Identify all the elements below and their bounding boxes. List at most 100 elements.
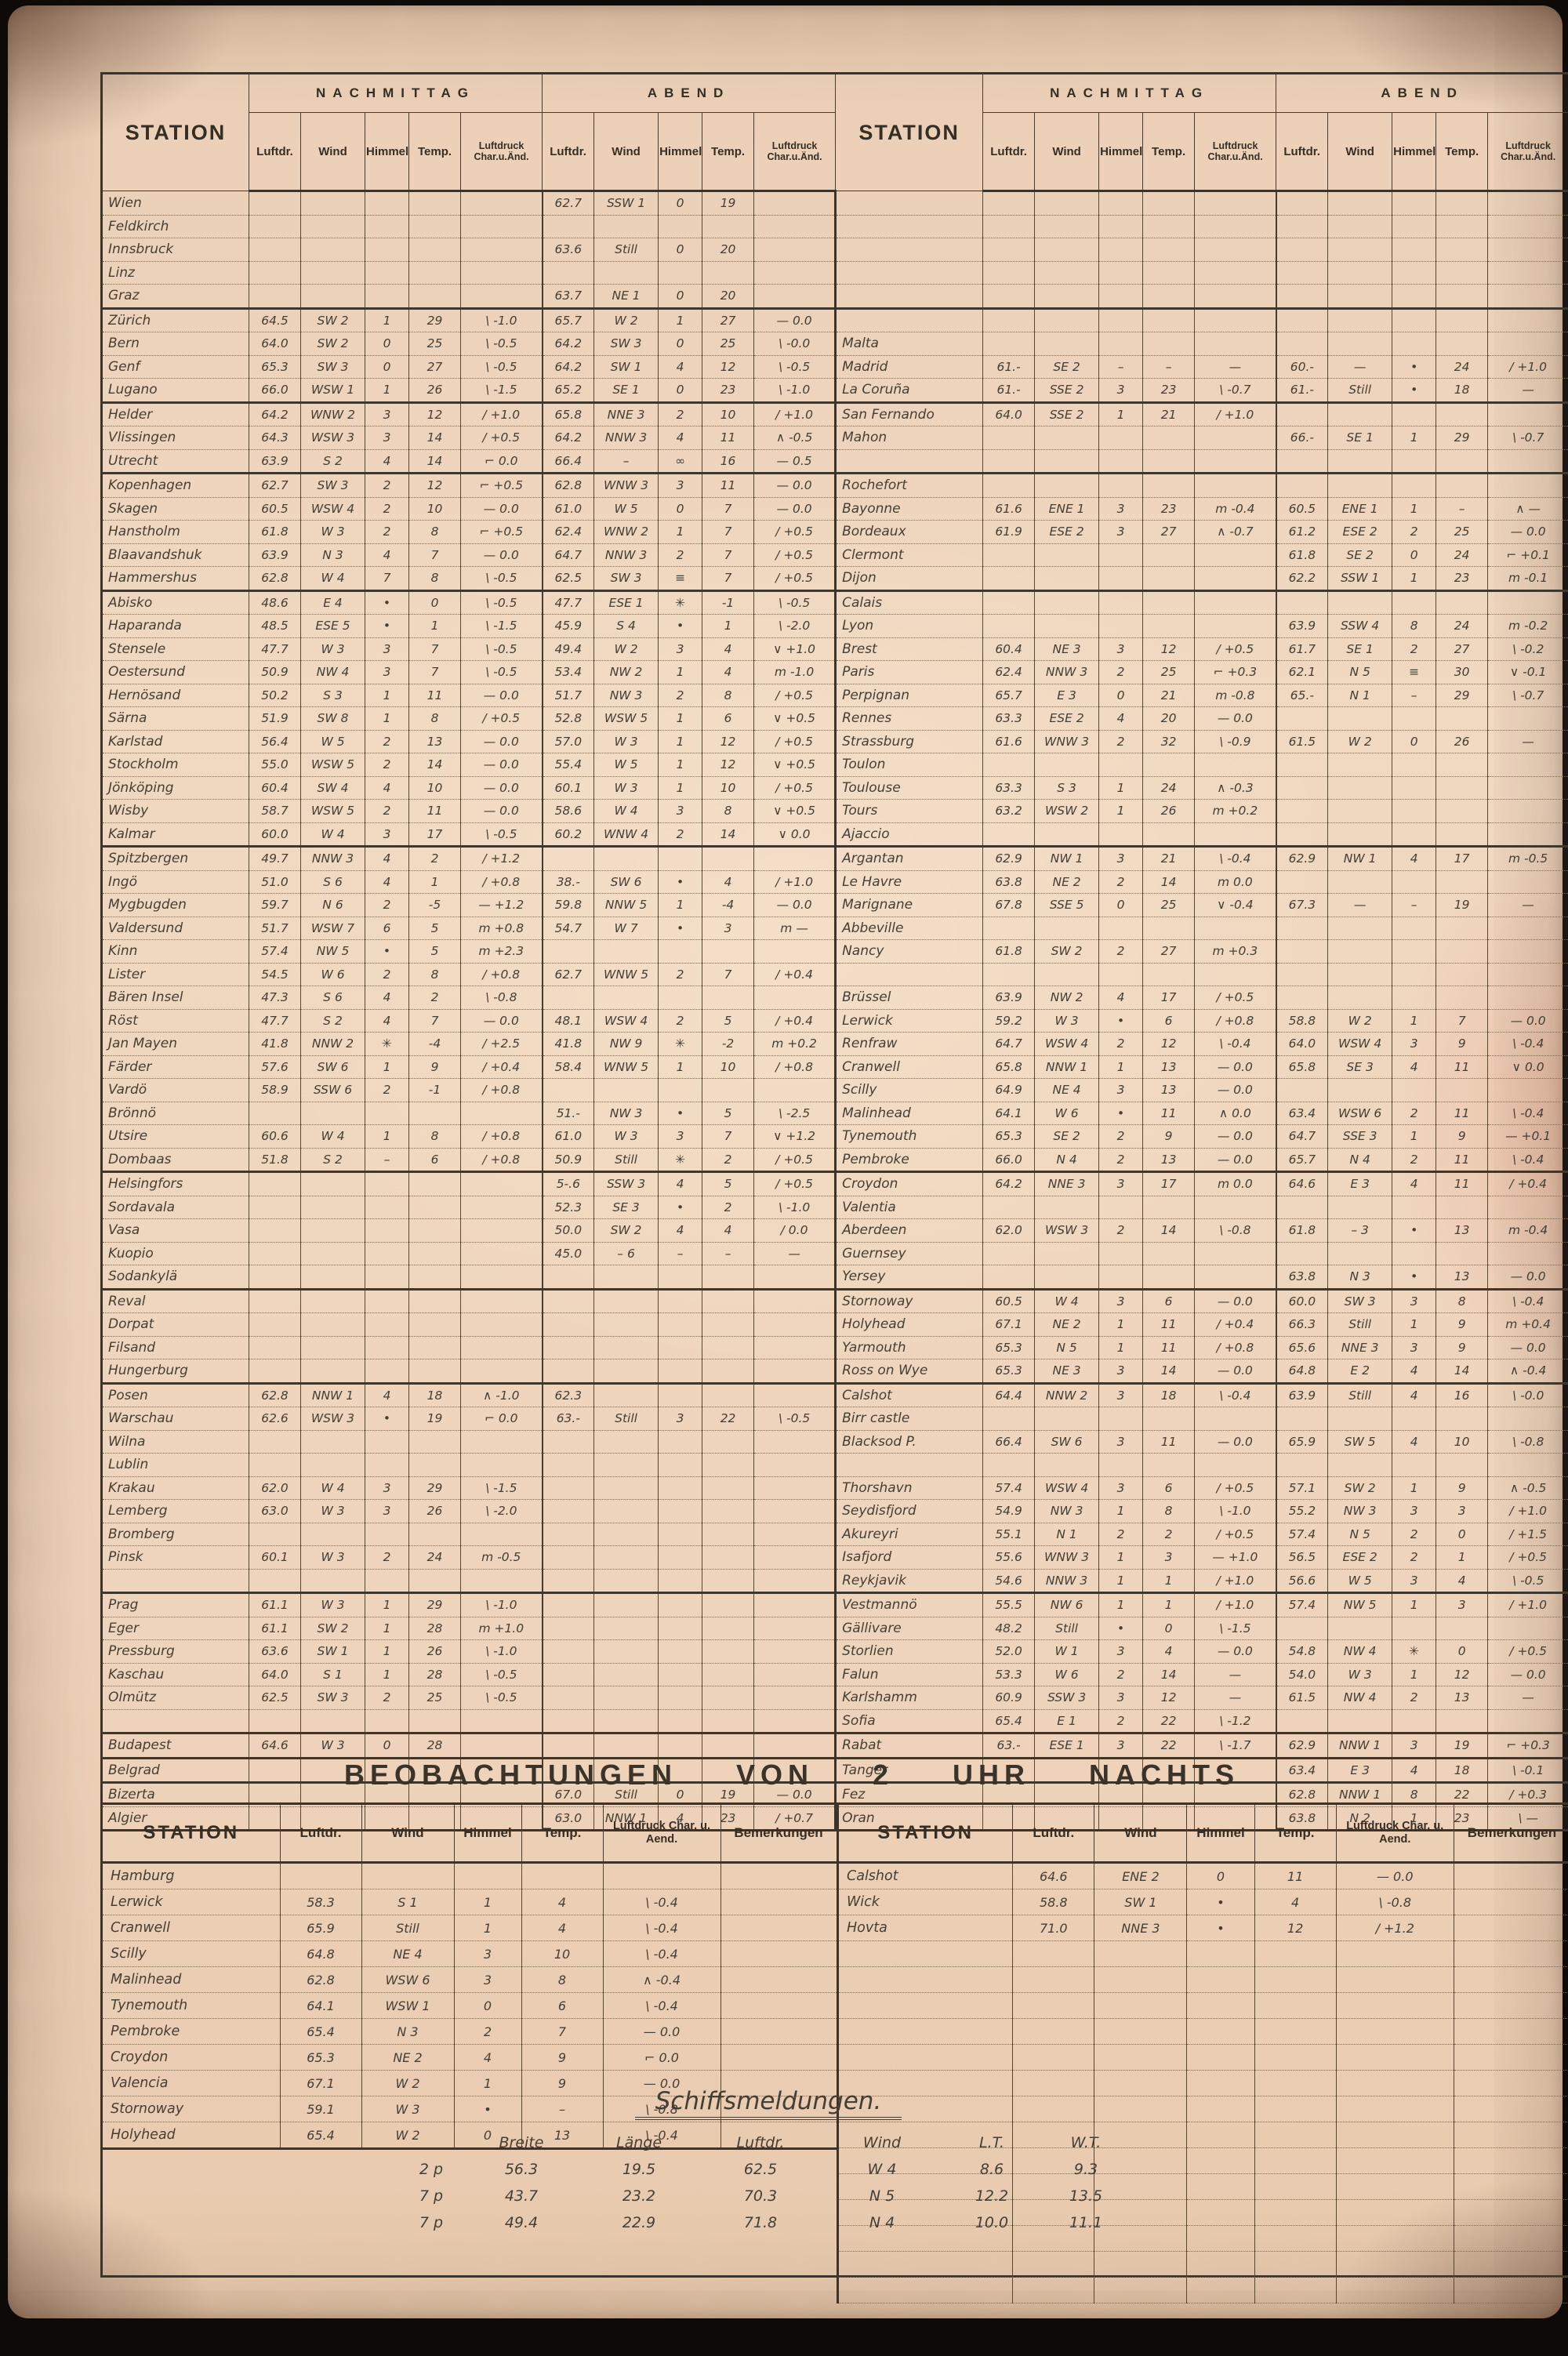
value-cell: 61.0 <box>541 1124 594 1149</box>
station-cell: Lemberg <box>101 1499 249 1523</box>
value-cell: 29 <box>408 1592 461 1617</box>
value-cell <box>982 238 1035 262</box>
value-cell: 1 <box>365 1055 409 1079</box>
value-cell <box>593 1639 659 1664</box>
station-cell: Falun <box>834 1663 983 1686</box>
value-cell <box>1142 472 1195 498</box>
station-cell: Pinsk <box>101 1545 249 1570</box>
value-cell: \ -1.2 <box>1194 1709 1276 1733</box>
value-cell <box>1487 753 1568 777</box>
value-cell <box>1098 822 1143 847</box>
value-cell: 6 <box>702 706 754 731</box>
value-cell <box>1098 543 1143 567</box>
value-cell: NW 3 <box>1034 1499 1099 1523</box>
value-cell <box>658 1078 702 1102</box>
table-row <box>837 2199 1568 2226</box>
value-cell: 63.8 <box>1275 1265 1328 1290</box>
value-cell: 0 <box>453 1992 521 2019</box>
value-cell: 2 <box>1098 1218 1143 1243</box>
value-cell: ⌐ 0.0 <box>602 2044 720 2071</box>
value-cell: 64.7 <box>541 543 594 567</box>
value-cell: / +0.8 <box>753 1055 836 1079</box>
value-cell: 8 <box>408 963 461 986</box>
station-cell: Pembroke <box>103 2018 280 2045</box>
value-cell: 1 <box>1392 1476 1436 1500</box>
value-cell: S 2 <box>300 449 365 474</box>
ship-value-cell: 13.5 <box>1069 2187 1103 2205</box>
value-cell: 11 <box>408 799 461 823</box>
value-cell <box>249 215 301 238</box>
value-cell <box>658 1686 702 1710</box>
value-cell <box>1034 1265 1099 1290</box>
value-cell <box>459 1732 543 1759</box>
value-cell: 53.3 <box>982 1663 1035 1686</box>
value-cell: W 2 <box>593 307 659 332</box>
value-cell: 1 <box>658 776 702 800</box>
value-cell <box>1392 986 1436 1010</box>
value-cell: S 2 <box>300 1148 365 1172</box>
value-cell <box>300 1102 365 1125</box>
value-cell: / +1.5 <box>1487 1523 1568 1546</box>
value-cell: 3 <box>1098 1686 1143 1710</box>
value-cell <box>1453 1915 1568 1941</box>
value-cell <box>249 191 301 216</box>
value-cell: W 3 <box>300 1732 365 1759</box>
value-cell: / +0.8 <box>459 1124 543 1149</box>
value-cell: 47.7 <box>541 589 594 615</box>
table-row <box>837 2277 1568 2303</box>
value-cell <box>753 1569 836 1593</box>
value-cell: \ -1.0 <box>1194 1499 1276 1523</box>
value-cell <box>982 332 1035 356</box>
group-header-afternoon: NACHMITTAG <box>248 73 543 113</box>
value-cell <box>1275 799 1328 823</box>
value-cell: 16 <box>702 449 754 474</box>
value-cell <box>459 261 543 285</box>
value-cell <box>1142 614 1195 638</box>
value-cell: 65.7 <box>1275 1148 1328 1172</box>
value-cell <box>541 1639 594 1664</box>
value-cell <box>1487 1617 1568 1640</box>
value-cell <box>459 1523 543 1546</box>
value-cell: W 1 <box>1034 1639 1099 1664</box>
value-cell <box>1254 2251 1337 2278</box>
value-cell <box>593 1617 659 1640</box>
value-cell <box>1453 1966 1568 1993</box>
value-cell: / +1.0 <box>753 401 836 427</box>
value-cell: NNW 2 <box>300 1032 365 1056</box>
station-cell: Pressburg <box>101 1639 249 1664</box>
value-cell: 63.8 <box>982 870 1035 894</box>
value-cell: 14 <box>1142 1218 1195 1243</box>
value-cell <box>593 1336 659 1360</box>
value-cell <box>1487 799 1568 823</box>
value-cell: 60.4 <box>249 776 301 800</box>
ship-value-cell: 71.8 <box>743 2214 778 2231</box>
station-cell: Blaavandshuk <box>101 543 249 567</box>
value-cell <box>1392 753 1436 777</box>
station-cell: Lyon <box>834 614 983 638</box>
value-cell: 10 <box>702 1055 754 1079</box>
value-cell <box>300 1430 365 1454</box>
value-cell: 19 <box>408 1407 461 1431</box>
value-cell <box>593 1732 659 1759</box>
value-cell: W 4 <box>300 566 365 591</box>
value-cell: W 3 <box>1034 1009 1099 1033</box>
value-cell <box>365 238 409 262</box>
value-cell <box>1335 1966 1454 1993</box>
value-cell <box>541 939 594 964</box>
value-cell: / +0.4 <box>753 963 836 986</box>
value-cell <box>1098 472 1143 498</box>
column-header: Wind <box>1034 112 1100 192</box>
value-cell <box>1142 332 1195 356</box>
value-cell: \ -1.5 <box>459 614 543 638</box>
value-cell: 61.9 <box>982 520 1035 544</box>
value-cell: 3 <box>1098 1381 1143 1407</box>
value-cell: ESE 2 <box>1034 706 1099 731</box>
value-cell: • <box>1392 1218 1436 1243</box>
value-cell <box>1142 917 1195 940</box>
value-cell <box>459 1218 543 1243</box>
value-cell: 2 <box>1392 1523 1436 1546</box>
value-cell <box>1392 472 1436 498</box>
station-cell: Hammershus <box>101 566 249 591</box>
value-cell <box>1453 1992 1568 2019</box>
value-cell: -1 <box>408 1078 461 1102</box>
